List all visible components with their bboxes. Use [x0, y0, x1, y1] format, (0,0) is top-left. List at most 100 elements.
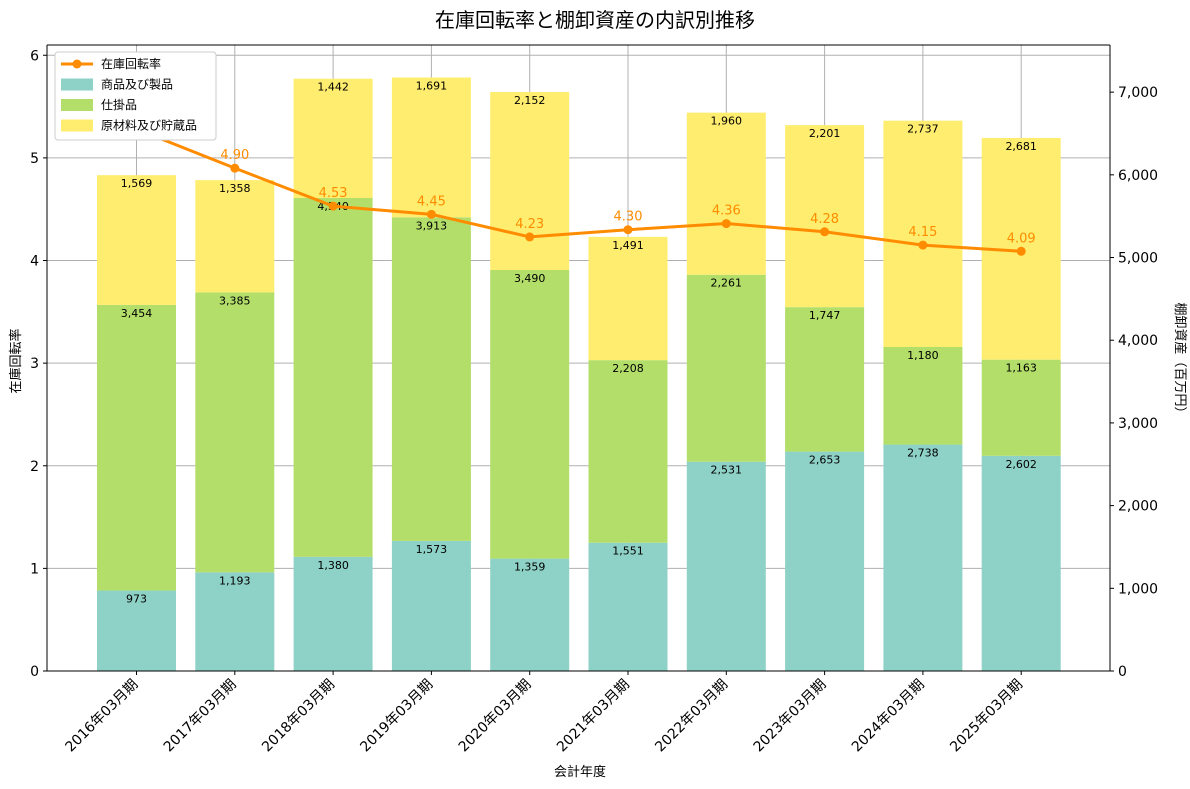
bar-segment — [785, 307, 865, 452]
y-axis-left-label: 在庫回転率 — [8, 328, 24, 393]
y-right-tick-label: 4,000 — [1118, 333, 1158, 349]
chart-title: 在庫回転率と棚卸資産の内訳別推移 — [435, 8, 755, 32]
bar-segment — [490, 92, 570, 271]
bar-segment — [785, 451, 865, 671]
legend-swatch — [61, 119, 93, 132]
x-tick-label: 2021年03月期 — [554, 677, 633, 756]
turnover-point — [426, 209, 436, 219]
y-left-tick-label: 3 — [30, 356, 39, 372]
x-tick-label: 2016年03月期 — [63, 677, 142, 756]
bar-segment — [883, 347, 963, 445]
turnover-value-label: 4.53 — [319, 186, 348, 201]
bar-segment — [97, 590, 176, 671]
y-left-tick-label: 5 — [30, 151, 39, 167]
bar-value-label: 1,180 — [907, 349, 939, 362]
bar-value-label: 1,960 — [711, 115, 743, 128]
legend-marker — [72, 59, 82, 69]
bar-value-label: 2,531 — [711, 464, 743, 477]
y-right-tick-label: 6,000 — [1118, 168, 1158, 184]
turnover-value-label: 4.90 — [220, 148, 249, 163]
turnover-point — [525, 232, 535, 242]
bar-segment — [686, 461, 766, 671]
bar-value-label: 973 — [126, 593, 147, 606]
bar-segment — [391, 77, 471, 218]
turnover-point — [820, 227, 830, 237]
x-axis-label: 会計年度 — [554, 764, 606, 780]
bar-segment — [686, 112, 766, 275]
turnover-point — [918, 240, 928, 250]
bar-segment — [195, 572, 275, 671]
bar-value-label: 2,681 — [1005, 140, 1037, 153]
bar-value-label: 1,569 — [121, 177, 153, 190]
bar-segment — [490, 558, 570, 671]
bar-value-label: 3,490 — [514, 272, 546, 285]
x-tick-label: 2019年03月期 — [357, 677, 436, 756]
bar-value-label: 2,653 — [809, 454, 841, 467]
y-right-tick-label: 0 — [1118, 664, 1127, 680]
y-right-tick-label: 1,000 — [1118, 581, 1158, 597]
bar-value-label: 1,380 — [317, 559, 349, 572]
bar-value-label: 1,691 — [416, 79, 448, 92]
bar-value-label: 2,737 — [907, 123, 939, 136]
legend-box — [54, 51, 217, 141]
turnover-line — [135, 127, 1022, 253]
turnover-point — [230, 163, 240, 173]
bar-segment — [97, 304, 176, 591]
y-right-tick-label: 3,000 — [1118, 416, 1158, 432]
bar-value-label: 1,747 — [809, 309, 841, 322]
bar-segment — [588, 542, 668, 671]
bar-value-label: 1,573 — [416, 543, 448, 556]
turnover-point — [1016, 246, 1026, 256]
bar-segment — [981, 455, 1061, 671]
turnover-value-label: 4.09 — [1007, 231, 1036, 246]
bar-segment — [293, 197, 373, 557]
bar-segment — [195, 180, 275, 293]
bar-segment — [686, 274, 766, 462]
bar-value-label: 1,359 — [514, 561, 546, 574]
legend-swatch — [61, 99, 93, 111]
bar-value-label: 1,193 — [219, 574, 251, 587]
x-tick-label: 2023年03月期 — [751, 677, 830, 756]
bar-segment — [588, 360, 668, 543]
bar-segment — [97, 175, 176, 305]
bar-value-label: 3,454 — [121, 307, 153, 320]
turnover-value-label: 4.28 — [810, 212, 839, 227]
bar-layer: 9733,4541,5691,1933,3851,3581,3804,3401,… — [97, 77, 1061, 671]
turnover-value-label: 4.30 — [614, 210, 643, 225]
y-axis-right-label: 棚卸資産（百万円） — [1172, 302, 1188, 419]
bar-value-label: 1,551 — [612, 545, 644, 558]
y-right-tick-label: 7,000 — [1118, 85, 1158, 101]
x-tick-label: 2025年03月期 — [947, 677, 1026, 756]
y-left-tick-label: 1 — [30, 561, 39, 577]
bar-segment — [588, 236, 668, 361]
bar-value-label: 2,208 — [612, 362, 644, 375]
x-tick-label: 2022年03月期 — [652, 677, 731, 756]
bar-value-label: 1,358 — [219, 182, 251, 195]
turnover-value-label: 4.23 — [515, 217, 544, 232]
turnover-point — [328, 201, 338, 211]
bar-segment — [490, 270, 570, 559]
bar-segment — [391, 217, 471, 541]
bar-value-label: 2,602 — [1005, 458, 1037, 471]
y-left-tick-label: 2 — [30, 459, 39, 475]
bar-segment — [293, 78, 373, 198]
bar-value-label: 3,385 — [219, 294, 251, 307]
bar-value-label: 1,491 — [612, 239, 644, 252]
bar-value-label: 1,163 — [1005, 362, 1037, 375]
bar-segment — [981, 359, 1061, 456]
bar-value-label: 2,261 — [711, 277, 743, 290]
bar-segment — [785, 125, 865, 308]
bar-value-label: 3,913 — [416, 219, 448, 232]
legend-label: 商品及び製品 — [101, 77, 173, 92]
turnover-point — [721, 219, 731, 229]
y-right-tick-label: 5,000 — [1118, 251, 1158, 267]
turnover-value-label: 4.45 — [417, 194, 446, 209]
bar-value-label: 1,442 — [317, 81, 349, 94]
bar-value-label: 2,152 — [514, 94, 546, 107]
bar-segment — [883, 120, 963, 348]
legend-label: 原材料及び貯蔵品 — [101, 119, 197, 133]
bar-value-label: 2,738 — [907, 447, 939, 460]
